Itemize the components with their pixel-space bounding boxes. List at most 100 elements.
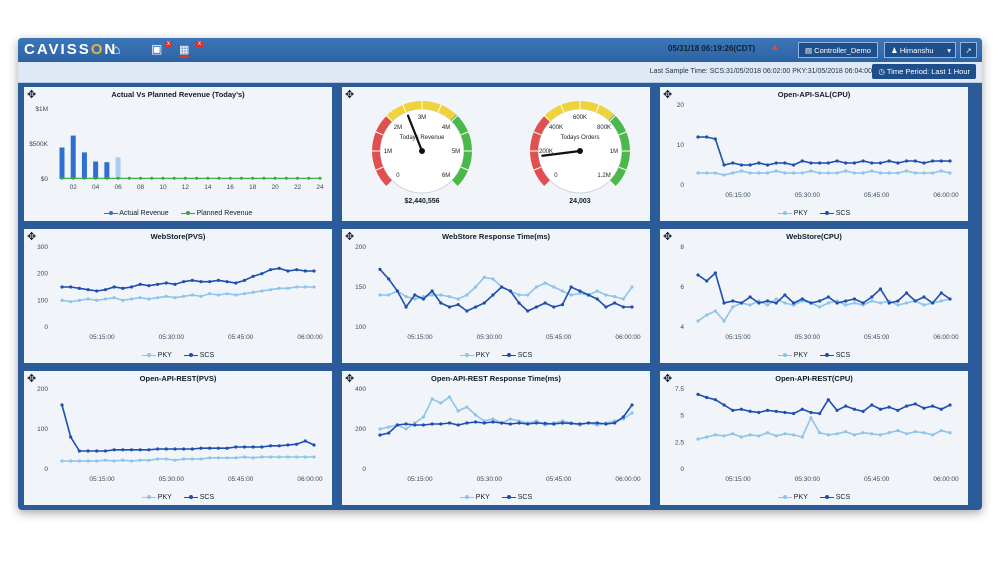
- x-tick-label: 02: [70, 184, 78, 191]
- data-point: [155, 282, 160, 286]
- legend-swatch: [180, 210, 195, 216]
- legend-item[interactable]: PKY: [777, 352, 808, 359]
- data-point: [491, 293, 495, 297]
- data-point: [173, 282, 177, 286]
- move-icon[interactable]: ✥: [663, 89, 673, 101]
- dashboard-window: CAVISSON ⌂ ▣ x ▦ x 05/31/18 06:19:26(CDT…: [18, 38, 982, 510]
- planned-point: [161, 176, 165, 180]
- gauge-tick: [533, 166, 542, 171]
- y-tick-label: 6: [680, 284, 684, 291]
- data-point: [552, 305, 556, 309]
- data-point: [739, 407, 744, 411]
- revenue-bar: [59, 147, 65, 179]
- gauge-tick: [460, 166, 469, 171]
- data-point: [757, 434, 761, 438]
- data-point: [190, 457, 194, 461]
- legend-label: SCS: [833, 352, 851, 359]
- data-point: [939, 407, 943, 411]
- data-point: [95, 289, 99, 293]
- data-point: [878, 407, 883, 411]
- data-point: [783, 410, 787, 415]
- move-icon[interactable]: ✥: [345, 231, 355, 243]
- legend-item[interactable]: PKY: [141, 494, 172, 501]
- data-point: [731, 171, 735, 175]
- data-point: [844, 169, 848, 173]
- data-point: [473, 285, 478, 289]
- planned-point: [172, 176, 176, 180]
- move-icon[interactable]: ✥: [27, 89, 37, 101]
- move-icon[interactable]: ✥: [345, 89, 355, 101]
- data-point: [465, 421, 469, 425]
- gauge-tick: [386, 180, 393, 187]
- data-point: [404, 427, 408, 431]
- network-icon[interactable]: ▦: [179, 44, 190, 58]
- time-period-button[interactable]: ◷ Time Period: Last 1 Hour: [872, 64, 976, 79]
- panel-title: Open-API-REST(PVS): [139, 374, 217, 383]
- data-point: [913, 171, 917, 175]
- data-point: [852, 297, 857, 301]
- monitor-icon[interactable]: ▣: [151, 42, 163, 56]
- fullscreen-button[interactable]: ↗: [960, 42, 977, 58]
- close-badge-icon[interactable]: x: [196, 41, 203, 48]
- data-point: [774, 161, 778, 165]
- data-point: [103, 449, 108, 453]
- move-icon[interactable]: ✥: [345, 373, 355, 385]
- move-icon[interactable]: ✥: [663, 231, 673, 243]
- legend-item[interactable]: PKY: [459, 494, 490, 501]
- move-icon[interactable]: ✥: [663, 373, 673, 385]
- legend-item[interactable]: SCS: [501, 494, 532, 501]
- legend-item[interactable]: SCS: [183, 494, 215, 501]
- y-tick-label: $1M: [35, 106, 48, 113]
- line-chart: 0 2.5 5 7.5 05:15:00 05:30:00 05:45:00 06:00:00: [675, 386, 959, 483]
- legend-label: PKY: [473, 494, 490, 501]
- data-point: [800, 407, 804, 411]
- controller-button[interactable]: ▤ Controller_Demo: [798, 42, 878, 58]
- y-tick-label: 10: [677, 142, 685, 149]
- data-point: [852, 433, 857, 437]
- data-point: [216, 446, 221, 450]
- legend-item[interactable]: PKY: [777, 494, 808, 501]
- data-point: [77, 459, 81, 463]
- legend-item[interactable]: SCS: [819, 494, 850, 501]
- y-tick-label: 7.5: [675, 386, 684, 393]
- x-tick-label: 05:30:00: [795, 192, 821, 199]
- data-point: [395, 289, 399, 293]
- alert-icon[interactable]: ▲: [770, 42, 780, 53]
- x-tick-label: 05:15:00: [725, 192, 751, 199]
- close-badge-icon[interactable]: x: [165, 41, 172, 48]
- legend-item[interactable]: Actual Revenue: [103, 210, 169, 217]
- panel-actual-vs-planned-revenue: ✥ Actual Vs Planned Revenue (Today's) $0 $5…: [22, 85, 334, 223]
- series-line-pky: [62, 456, 314, 462]
- data-point: [413, 293, 417, 297]
- legend-item[interactable]: PKY: [141, 352, 172, 359]
- data-point: [103, 297, 108, 301]
- legend-item[interactable]: SCS: [183, 352, 214, 359]
- data-point: [112, 296, 116, 300]
- legend-item[interactable]: Planned Revenue: [180, 210, 252, 217]
- planned-point: [228, 176, 232, 180]
- chart-legend: PKY SCS: [24, 352, 332, 359]
- move-icon[interactable]: ✥: [27, 373, 37, 385]
- data-point: [783, 171, 787, 175]
- legend-label: SCS: [515, 352, 533, 359]
- legend-item[interactable]: SCS: [501, 352, 533, 359]
- move-icon[interactable]: ✥: [27, 231, 37, 243]
- legend-label: SCS: [197, 494, 215, 501]
- data-point: [60, 459, 64, 463]
- data-point: [569, 285, 573, 289]
- data-point: [199, 446, 203, 450]
- user-menu-button[interactable]: ♟ Himanshu ▾: [884, 42, 956, 58]
- legend-label: PKY: [791, 494, 808, 501]
- data-point: [465, 309, 469, 313]
- data-point: [277, 286, 281, 290]
- legend-swatch: [141, 494, 156, 500]
- data-point: [430, 397, 434, 401]
- data-point: [713, 137, 717, 141]
- legend-item[interactable]: PKY: [777, 210, 808, 217]
- legend-item[interactable]: SCS: [819, 210, 850, 217]
- home-icon[interactable]: ⌂: [112, 41, 121, 57]
- legend-item[interactable]: SCS: [819, 352, 851, 359]
- legend-item[interactable]: PKY: [459, 352, 490, 359]
- y-tick-label: 100: [37, 426, 48, 433]
- data-point: [439, 422, 443, 426]
